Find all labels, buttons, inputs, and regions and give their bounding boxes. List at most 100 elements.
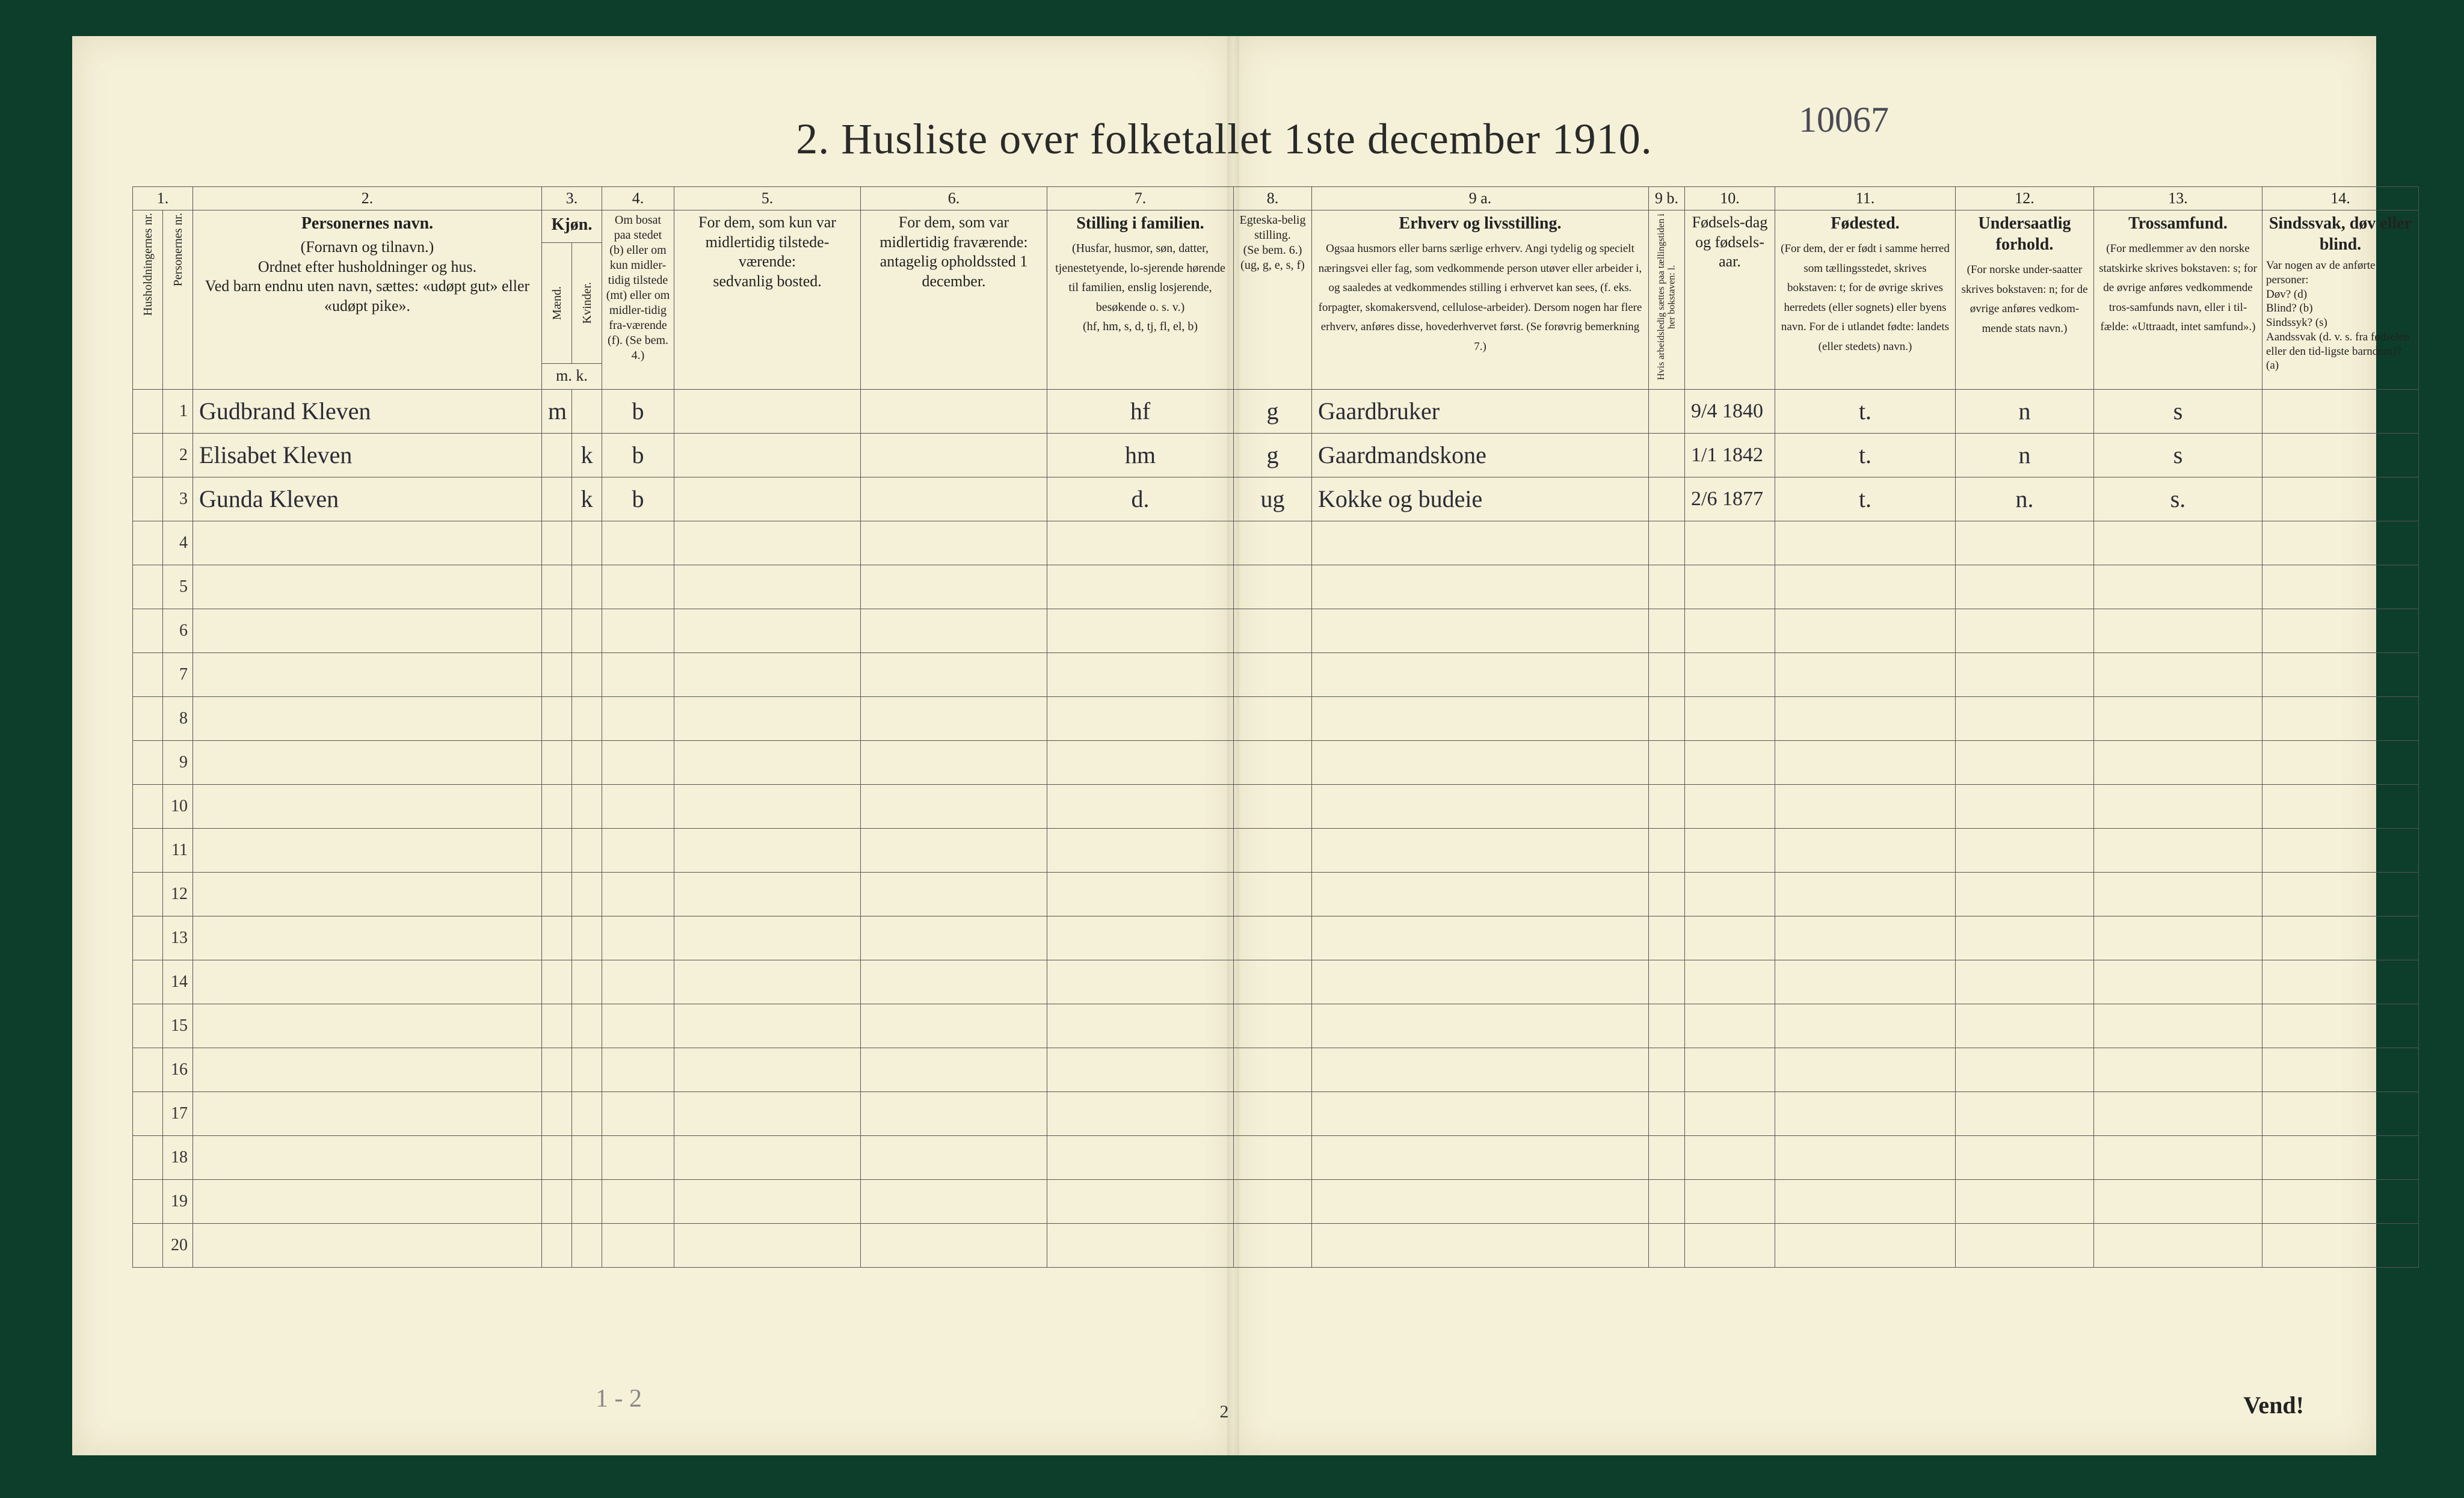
cell-empty xyxy=(2262,1091,2419,1135)
cell-empty xyxy=(861,696,1047,740)
cell-empty xyxy=(1685,521,1775,565)
cell-empty xyxy=(542,565,572,609)
cell-empty xyxy=(602,828,674,872)
cell-empty xyxy=(1775,521,1956,565)
cell-empty xyxy=(602,521,674,565)
cell-erhverv: Kokke og budeie xyxy=(1312,477,1649,521)
cell-person-nr: 1 xyxy=(163,389,193,433)
cell-empty xyxy=(1312,1004,1649,1048)
cell-empty xyxy=(542,828,572,872)
cell-hh-nr xyxy=(133,696,163,740)
cell-empty xyxy=(602,1223,674,1267)
cell-empty xyxy=(2094,696,2262,740)
cell-empty xyxy=(1956,1004,2094,1048)
cell-c5 xyxy=(674,433,861,477)
cell-empty xyxy=(1649,1048,1685,1091)
document-content: 2. Husliste over folketallet 1ste decemb… xyxy=(72,36,2376,1455)
cell-person-nr: 3 xyxy=(163,477,193,521)
cell-empty xyxy=(1685,960,1775,1004)
cell-empty xyxy=(674,960,861,1004)
cell-empty xyxy=(1775,1223,1956,1267)
header-bosat: Om bosat paa stedet (b) eller om kun mid… xyxy=(602,210,674,390)
cell-person-nr: 17 xyxy=(163,1091,193,1135)
cell-empty xyxy=(1649,1179,1685,1223)
cell-sex-k xyxy=(572,389,602,433)
cell-empty xyxy=(2094,1048,2262,1091)
colnum-1: 1. xyxy=(133,187,193,210)
cell-empty xyxy=(674,565,861,609)
header-trossamfund: Trossamfund. (For medlemmer av den norsk… xyxy=(2094,210,2262,390)
cell-empty xyxy=(1956,784,2094,828)
colnum-3: 3. xyxy=(542,187,602,210)
cell-empty xyxy=(602,565,674,609)
cell-empty xyxy=(1312,521,1649,565)
table-row: 17 xyxy=(133,1091,2419,1135)
cell-empty xyxy=(1956,652,2094,696)
cell-bosat: b xyxy=(602,389,674,433)
cell-empty xyxy=(2262,872,2419,916)
cell-hh-nr xyxy=(133,1179,163,1223)
cell-empty xyxy=(1047,1223,1234,1267)
header-erhverv: Erhverv og livsstilling. Ogsaa husmors e… xyxy=(1312,210,1649,390)
cell-empty xyxy=(674,696,861,740)
cell-hh-nr xyxy=(133,960,163,1004)
cell-empty xyxy=(1956,740,2094,784)
cell-hh-nr xyxy=(133,1135,163,1179)
cell-empty xyxy=(1047,828,1234,872)
cell-empty xyxy=(1775,652,1956,696)
cell-empty xyxy=(572,696,602,740)
cell-empty xyxy=(2262,1179,2419,1223)
cell-empty xyxy=(1312,565,1649,609)
colnum-2: 2. xyxy=(193,187,542,210)
cell-empty xyxy=(2262,521,2419,565)
cell-empty xyxy=(1649,960,1685,1004)
cell-c9b xyxy=(1649,389,1685,433)
cell-empty xyxy=(193,1004,542,1048)
cell-empty xyxy=(193,609,542,652)
cell-empty xyxy=(1685,784,1775,828)
cell-empty xyxy=(572,916,602,960)
header-egteskap: Egteska-belig stilling. (Se bem. 6.) (ug… xyxy=(1234,210,1312,390)
cell-empty xyxy=(674,609,861,652)
cell-empty xyxy=(861,828,1047,872)
cell-family: hf xyxy=(1047,389,1234,433)
cell-empty xyxy=(674,1004,861,1048)
census-table-wrap: 1. 2. 3. 4. 5. 6. 7. 8. 9 a. 9 b. 10. 11… xyxy=(132,186,2316,1268)
cell-empty xyxy=(572,1135,602,1179)
cell-empty xyxy=(2262,652,2419,696)
colnum-13: 13. xyxy=(2094,187,2262,210)
cell-empty xyxy=(1685,1004,1775,1048)
cell-empty xyxy=(2094,960,2262,1004)
cell-empty xyxy=(1775,609,1956,652)
cell-empty xyxy=(572,740,602,784)
cell-empty xyxy=(2094,916,2262,960)
cell-empty xyxy=(1649,609,1685,652)
colnum-9b: 9 b. xyxy=(1649,187,1685,210)
cell-empty xyxy=(1649,828,1685,872)
cell-fodselsdag: 1/1 1842 xyxy=(1685,433,1775,477)
cell-empty xyxy=(1775,565,1956,609)
cell-empty xyxy=(1956,565,2094,609)
cell-empty xyxy=(193,828,542,872)
cell-name: Elisabet Kleven xyxy=(193,433,542,477)
cell-person-nr: 4 xyxy=(163,521,193,565)
cell-empty xyxy=(2094,828,2262,872)
cell-empty xyxy=(861,1004,1047,1048)
colnum-7: 7. xyxy=(1047,187,1234,210)
cell-empty xyxy=(542,609,572,652)
cell-empty xyxy=(1047,960,1234,1004)
cell-empty xyxy=(1956,1223,2094,1267)
cell-empty xyxy=(1234,740,1312,784)
header-fodselsdag: Fødsels-dag og fødsels-aar. xyxy=(1685,210,1775,390)
cell-empty xyxy=(542,872,572,916)
table-row: 18 xyxy=(133,1135,2419,1179)
cell-empty xyxy=(572,872,602,916)
cell-empty xyxy=(1312,1048,1649,1091)
cell-empty xyxy=(2262,916,2419,960)
header-midl-tilstede: For dem, som kun var midlertidig tilsted… xyxy=(674,210,861,390)
cell-family: hm xyxy=(1047,433,1234,477)
cell-empty xyxy=(2094,609,2262,652)
table-row: 13 xyxy=(133,916,2419,960)
cell-empty xyxy=(1649,565,1685,609)
document-title: 2. Husliste over folketallet 1ste decemb… xyxy=(796,115,1652,163)
